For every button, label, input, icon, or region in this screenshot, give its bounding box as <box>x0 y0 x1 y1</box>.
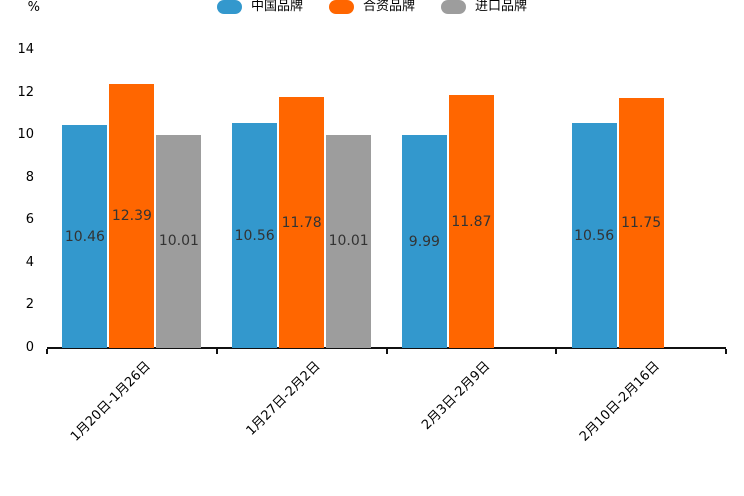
x-axis-tick-mark <box>215 349 218 354</box>
chart-legend: 中国品牌 合资品牌 进口品牌 <box>0 0 744 14</box>
bar-value-label: 11.87 <box>451 213 492 230</box>
bar-value-label: 10.46 <box>64 228 105 245</box>
x-axis-category-label: 1月20日-1月26日 <box>67 358 154 445</box>
bar-合资品牌-4[interactable] <box>618 97 664 348</box>
y-axis-tick-label: 10 <box>17 127 34 143</box>
x-axis-tick-mark <box>555 349 558 354</box>
legend-swatch-icon <box>216 0 242 14</box>
y-axis-tick-label: 0 <box>25 340 34 355</box>
bar-value-label: 10.56 <box>234 227 275 244</box>
x-axis-category-label: 2月3日-2月9日 <box>418 358 493 433</box>
legend-item-3[interactable]: 进口品牌 <box>441 0 527 14</box>
legend-item-2[interactable]: 合资品牌 <box>328 0 415 14</box>
x-axis-tick-mark <box>46 349 48 354</box>
bar-value-label: 11.78 <box>281 214 322 231</box>
y-axis-tick-label: 8 <box>25 169 34 185</box>
legend-item-label: 进口品牌 <box>475 0 528 14</box>
x-axis-category-label: 1月27日-2月2日 <box>243 358 324 439</box>
bar-进口品牌-1[interactable] <box>156 134 202 348</box>
bar-合资品牌-1[interactable] <box>109 84 155 348</box>
y-axis-tick-label: 2 <box>25 297 34 313</box>
bar-中国品牌-4[interactable] <box>571 123 617 348</box>
bar-value-label: 9.99 <box>408 233 440 250</box>
bar-合资品牌-3[interactable] <box>448 95 494 348</box>
x-axis-category-label: 2月10日-2月16日 <box>576 358 663 445</box>
bar-进口品牌-2[interactable] <box>326 134 372 348</box>
y-axis-tick-label: 12 <box>17 84 34 100</box>
x-axis-line <box>47 347 726 349</box>
legend-item-1[interactable]: 中国品牌 <box>216 0 303 14</box>
bar-value-label: 10.01 <box>158 233 199 250</box>
legend-swatch-icon <box>441 0 466 14</box>
legend-swatch-icon <box>328 0 354 14</box>
x-axis-tick-mark <box>385 349 388 354</box>
bar-value-label: 10.56 <box>574 227 615 244</box>
bar-value-label: 11.75 <box>621 214 662 231</box>
y-axis-tick-label: 4 <box>25 254 34 270</box>
y-axis-unit-label: % <box>27 0 40 15</box>
bar-合资品牌-2[interactable] <box>279 97 325 348</box>
bar-中国品牌-1[interactable] <box>62 125 108 348</box>
y-axis-tick-label: 14 <box>17 42 34 57</box>
x-axis-tick-mark <box>725 349 727 354</box>
legend-item-label: 中国品牌 <box>250 0 303 14</box>
bar-中国品牌-3[interactable] <box>401 135 447 348</box>
bar-中国品牌-2[interactable] <box>232 123 278 348</box>
y-axis-tick-label: 6 <box>25 212 34 228</box>
bar-value-label: 10.01 <box>328 233 369 250</box>
bar-value-label: 12.39 <box>111 208 152 225</box>
legend-item-label: 合资品牌 <box>362 0 415 14</box>
